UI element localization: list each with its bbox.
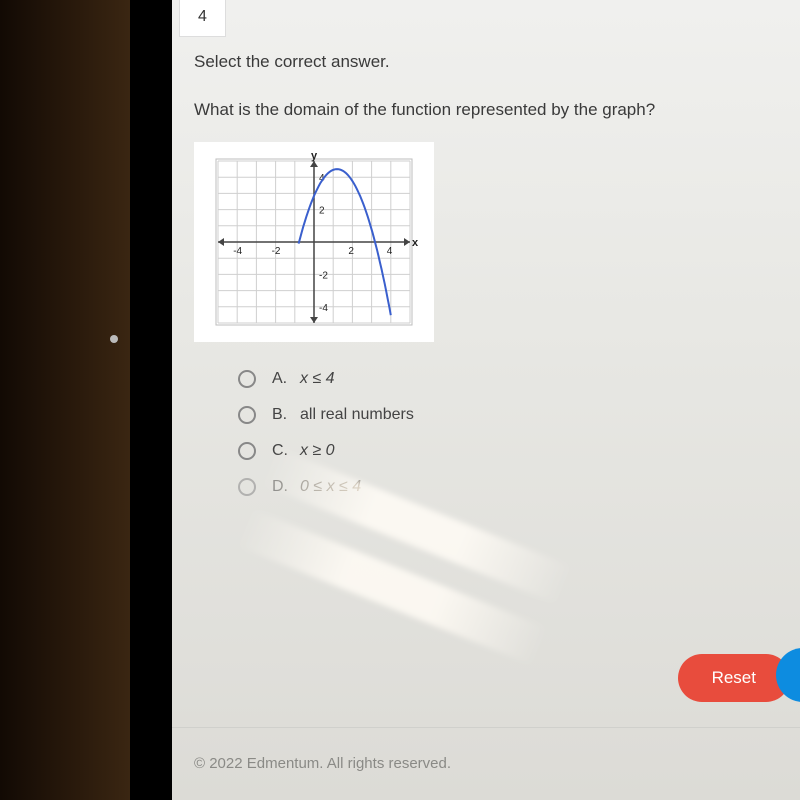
svg-text:4: 4 [387, 246, 393, 257]
ambient-background [0, 0, 130, 800]
svg-text:2: 2 [348, 246, 354, 257]
option-b[interactable]: B. all real numbers [238, 406, 778, 424]
option-text: x ≤ 4 [300, 370, 335, 388]
radio-icon [238, 406, 256, 424]
option-letter: D. [272, 478, 300, 496]
svg-text:-4: -4 [233, 246, 242, 257]
question-number: 4 [198, 8, 207, 25]
svg-text:y: y [311, 150, 318, 162]
answer-options: A. x ≤ 4 B. all real numbers C. x ≥ 0 D.… [238, 370, 778, 496]
reset-label: Reset [712, 668, 756, 687]
question-prompt: What is the domain of the function repre… [194, 100, 778, 120]
option-text: 0 ≤ x ≤ 4 [300, 478, 361, 496]
screen: 4 Select the correct answer. What is the… [172, 0, 800, 800]
svg-text:2: 2 [319, 206, 325, 217]
svg-text:-2: -2 [272, 246, 281, 257]
question-content: Select the correct answer. What is the d… [172, 0, 800, 496]
svg-text:-2: -2 [319, 270, 328, 281]
footer-divider [172, 727, 800, 728]
camera-dot [110, 335, 118, 343]
svg-text:-4: -4 [319, 303, 328, 314]
option-text: all real numbers [300, 406, 414, 424]
instruction-text: Select the correct answer. [194, 52, 778, 72]
copyright-text: © 2022 Edmentum. All rights reserved. [194, 755, 451, 772]
question-number-tab[interactable]: 4 [180, 0, 225, 36]
option-a[interactable]: A. x ≤ 4 [238, 370, 778, 388]
svg-text:x: x [412, 237, 419, 249]
option-letter: C. [272, 442, 300, 460]
option-c[interactable]: C. x ≥ 0 [238, 442, 778, 460]
radio-icon [238, 442, 256, 460]
graph-figure: -4-224-4-224xy [194, 142, 434, 342]
radio-icon [238, 370, 256, 388]
option-text: x ≥ 0 [300, 442, 335, 460]
option-letter: B. [272, 406, 300, 424]
parabola-graph: -4-224-4-224xy [204, 147, 424, 337]
reset-button[interactable]: Reset [678, 654, 790, 702]
option-d[interactable]: D. 0 ≤ x ≤ 4 [238, 478, 778, 496]
option-letter: A. [272, 370, 300, 388]
radio-icon [238, 478, 256, 496]
